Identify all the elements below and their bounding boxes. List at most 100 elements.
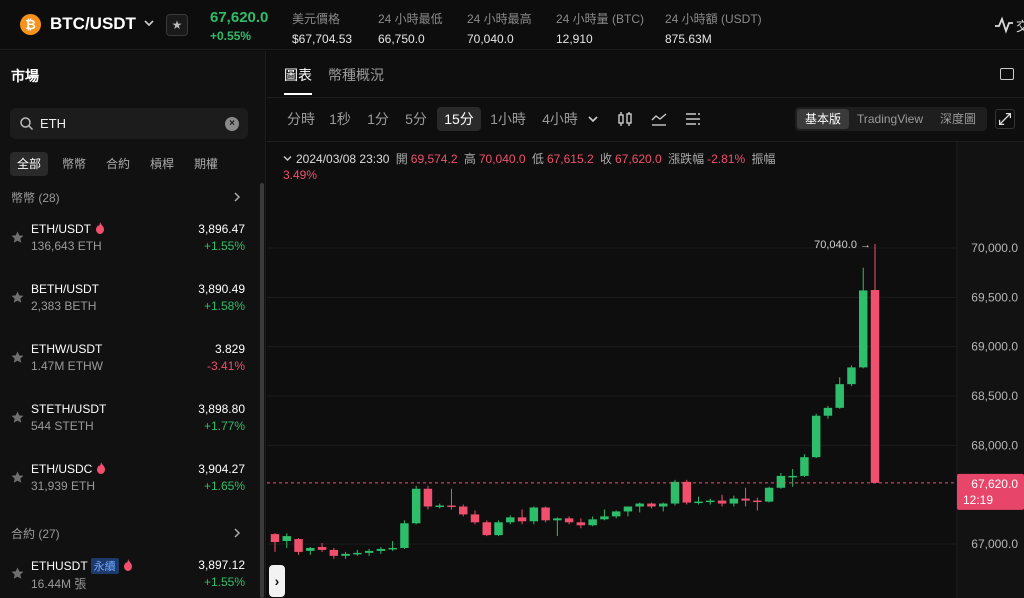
chevron-down-icon[interactable]	[283, 154, 292, 163]
search-box[interactable]: ×	[10, 108, 248, 139]
timeframe-1s[interactable]: 1秒	[329, 111, 351, 127]
star-icon[interactable]	[11, 291, 24, 304]
stat-label: 24 小時最高	[467, 12, 532, 26]
chevron-right-icon[interactable]	[232, 528, 242, 538]
clear-search-icon[interactable]: ×	[225, 117, 239, 131]
candle-body	[717, 500, 727, 504]
chevron-right-icon[interactable]: ›	[269, 565, 285, 597]
star-icon[interactable]	[11, 471, 24, 484]
ohlc-legend: 2024/03/08 23:30 開 69,574.2 高 70,040.0 低 67…	[283, 151, 823, 183]
star-icon[interactable]	[11, 411, 24, 424]
y-tick-label: 69,500.0	[971, 290, 1018, 304]
chevron-down-icon[interactable]	[587, 111, 599, 127]
chevron-down-icon[interactable]	[142, 16, 156, 30]
filter-tab-options[interactable]: 期權	[193, 157, 218, 171]
timeframe-15m[interactable]: 15分	[437, 107, 481, 131]
star-icon[interactable]	[11, 231, 24, 244]
candle-body	[482, 522, 491, 536]
market-row-eth-usdt[interactable]: ETH/USDT 136,643 ETH 3,896.47 +1.55%	[0, 218, 258, 258]
tab-coin-overview[interactable]: 幣種概況	[328, 67, 384, 83]
ohlc-change: -2.81%	[707, 152, 746, 166]
candle-body	[588, 519, 597, 526]
candle-body	[647, 503, 656, 507]
market-sidebar: 市場 × 全部 幣幣 合約 槓桿 期權 幣幣 (28) ETH/USDT 136…	[0, 51, 266, 598]
current-price-tag	[957, 473, 1024, 510]
section-futures-header[interactable]: 合約 (27)	[11, 527, 60, 541]
filter-tab-margin[interactable]: 槓桿	[149, 157, 174, 171]
stat-label: 24 小時額 (USDT)	[665, 12, 762, 26]
market-row-steth-usdt[interactable]: STETH/USDT 544 STETH 3,898.80 +1.77%	[0, 398, 258, 438]
candle-body	[623, 506, 633, 512]
timeframe-1h[interactable]: 1小時	[490, 111, 526, 127]
filter-tab-spot[interactable]: 幣幣	[61, 157, 86, 171]
market-row-ethw-usdt[interactable]: ETHW/USDT 1.47M ETHW 3.829 -3.41%	[0, 338, 258, 378]
trade-link[interactable]: 交	[1016, 19, 1024, 34]
section-spot-header[interactable]: 幣幣 (28)	[11, 191, 60, 205]
market-volume: 16.44M 張	[31, 577, 87, 591]
fullscreen-icon[interactable]	[995, 109, 1015, 129]
ohlc-close: 67,620.0	[615, 152, 662, 166]
timeframe-5m[interactable]: 5分	[405, 111, 427, 127]
pulse-chart-icon[interactable]	[994, 16, 1014, 34]
current-price-label: 67,620.0	[971, 477, 1018, 491]
market-volume: 2,383 BETH	[31, 299, 97, 313]
y-tick-label: 68,500.0	[971, 389, 1018, 403]
ticker-header: ₿ BTC/USDT ★ 67,620.0 +0.55% 美元價格 $67,70…	[0, 0, 1024, 50]
ohlc-open: 69,574.2	[410, 152, 458, 166]
candlestick-icon[interactable]	[617, 111, 633, 127]
filter-tab-futures[interactable]: 合約	[105, 157, 130, 171]
filter-tab-all[interactable]: 全部	[10, 152, 48, 176]
stat-label: 美元價格	[292, 12, 341, 26]
market-row-eth-usdc[interactable]: ETH/USDC 31,939 ETH 3,904.27 +1.65%	[0, 458, 258, 498]
star-icon[interactable]	[11, 567, 24, 580]
market-change: -3.41%	[206, 359, 245, 373]
candlestick-chart[interactable]: 70,000.0 69,500.0 69,000.0 68,500.0 68,000.0…	[267, 142, 1024, 598]
candle-body	[317, 546, 327, 550]
chevron-right-icon[interactable]	[232, 192, 242, 202]
candle-body	[823, 407, 833, 416]
stat-value: $67,704.53	[292, 32, 353, 46]
timeframe-line[interactable]: 分時	[287, 111, 315, 127]
ohlc-low: 67,615.2	[546, 152, 594, 166]
candle-body	[494, 522, 503, 536]
market-change: +1.55%	[203, 575, 245, 589]
ohlc-change-label: 漲跌幅	[668, 152, 705, 166]
ohlc-amplitude-label: 振幅	[751, 152, 776, 166]
sidebar-scrollbar[interactable]	[260, 183, 264, 598]
settings-list-icon[interactable]	[685, 111, 701, 127]
candle-body	[541, 507, 550, 521]
stat-24h-turnover: 24 小時額 (USDT) 875.63M	[665, 10, 762, 46]
market-volume: 31,939 ETH	[31, 479, 96, 493]
view-tradingview[interactable]: TradingView	[856, 112, 924, 126]
candle-body	[659, 503, 668, 507]
candle-body	[364, 550, 374, 553]
tab-chart[interactable]: 圖表	[284, 67, 312, 83]
market-change: +1.58%	[203, 299, 245, 313]
timeframe-4h[interactable]: 4小時	[542, 111, 578, 127]
window-icon[interactable]	[1000, 68, 1014, 80]
y-tick-label: 67,000.0	[971, 537, 1018, 551]
timeframe-1m[interactable]: 1分	[367, 111, 389, 127]
view-basic[interactable]: 基本版	[797, 109, 849, 129]
stat-value: 12,910	[556, 32, 593, 46]
market-row-ethusdt-perp[interactable]: ETHUSDT 永續 16.44M 張 3,897.12 +1.55%	[0, 554, 258, 594]
star-icon[interactable]	[11, 351, 24, 364]
market-symbol: BETH/USDT	[31, 282, 100, 296]
market-price: 3,896.47	[198, 222, 245, 236]
hot-flame-icon	[96, 222, 104, 234]
high-price-marker: 70,040.0 →	[814, 239, 871, 251]
search-input[interactable]	[40, 114, 220, 133]
candle-body	[400, 523, 409, 548]
market-symbol: STETH/USDT	[31, 402, 107, 416]
candle-body	[576, 522, 586, 526]
candle-body	[600, 516, 609, 520]
view-mode-switch: 基本版 TradingView 深度圖	[795, 107, 987, 131]
pair-selector[interactable]: BTC/USDT	[50, 14, 136, 33]
indicator-icon[interactable]	[651, 111, 667, 127]
view-depth[interactable]: 深度圖	[939, 112, 976, 126]
favorite-star-button[interactable]: ★	[166, 14, 188, 36]
market-row-beth-usdt[interactable]: BETH/USDT 2,383 BETH 3,890.49 +1.58%	[0, 278, 258, 318]
candle-body	[776, 475, 786, 488]
candle-body	[870, 290, 880, 483]
stat-label: 24 小時量 (BTC)	[556, 12, 645, 26]
